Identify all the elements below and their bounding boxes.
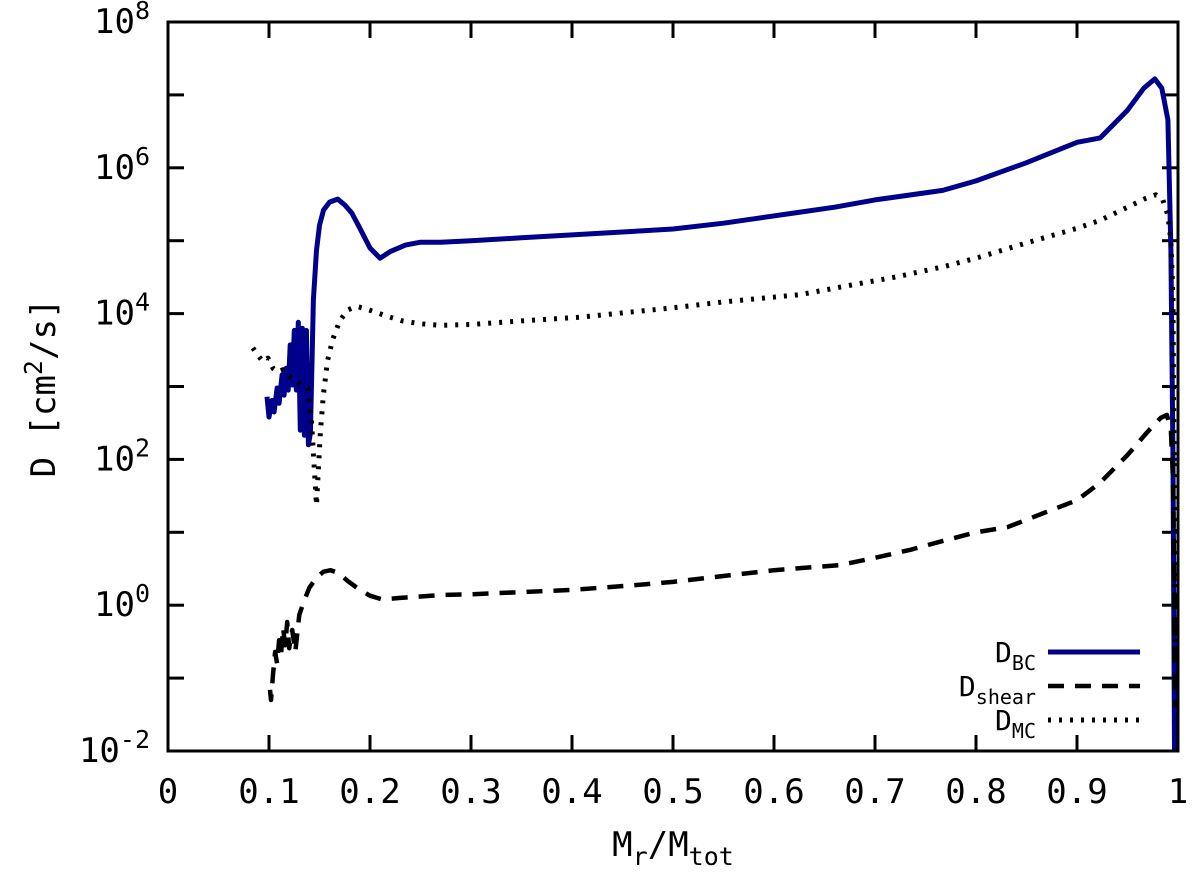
x-axis-tick-labels: 0 0.1 0.2 0.3 0.4 0.5 0.6 0.7 0.8 0.9 1 — [158, 772, 1188, 812]
x-tick-label: 0.5 — [642, 772, 703, 812]
legend-label-dbc: DBC — [995, 636, 1036, 675]
y-tick-label: 10-2 — [79, 725, 150, 771]
legend: DBC Dshear DMC — [959, 636, 1140, 743]
series-d_mc — [250, 192, 1178, 642]
plot-series-layer — [250, 76, 1178, 752]
y-tick-label: 102 — [94, 433, 150, 479]
legend-item-dshear: Dshear — [959, 670, 1140, 709]
y-axis-title: D [cm2/s] — [19, 299, 64, 478]
y-axis-tick-labels: 10-2 100 102 104 106 108 — [79, 0, 150, 771]
x-tick-label: 0 — [158, 772, 178, 812]
x-tick-label: 0.1 — [238, 772, 299, 812]
x-tick-label: 0.6 — [743, 772, 804, 812]
y-tick-label: 108 — [94, 0, 150, 42]
legend-label-dshear: Dshear — [959, 670, 1036, 709]
y-tick-label: 100 — [94, 579, 150, 625]
legend-item-dmc: DMC — [995, 704, 1140, 743]
x-tick-label: 0.7 — [844, 772, 905, 812]
x-tick-label: 0.4 — [541, 772, 602, 812]
series-d_bc — [264, 76, 1177, 752]
legend-item-dbc: DBC — [995, 636, 1140, 675]
x-tick-label: 0.3 — [440, 772, 501, 812]
x-axis-title: Mr/Mtot — [612, 825, 734, 871]
series-d_shear — [267, 412, 1178, 708]
y-tick-label: 104 — [94, 288, 150, 334]
plot-frame — [166, 20, 1180, 753]
x-tick-label: 1 — [1168, 772, 1188, 812]
x-tick-label: 0.2 — [339, 772, 400, 812]
axis-ticks — [166, 20, 1180, 753]
x-tick-label: 0.8 — [945, 772, 1006, 812]
x-tick-label: 0.9 — [1046, 772, 1107, 812]
legend-label-dmc: DMC — [995, 704, 1036, 743]
y-tick-label: 106 — [94, 142, 150, 188]
